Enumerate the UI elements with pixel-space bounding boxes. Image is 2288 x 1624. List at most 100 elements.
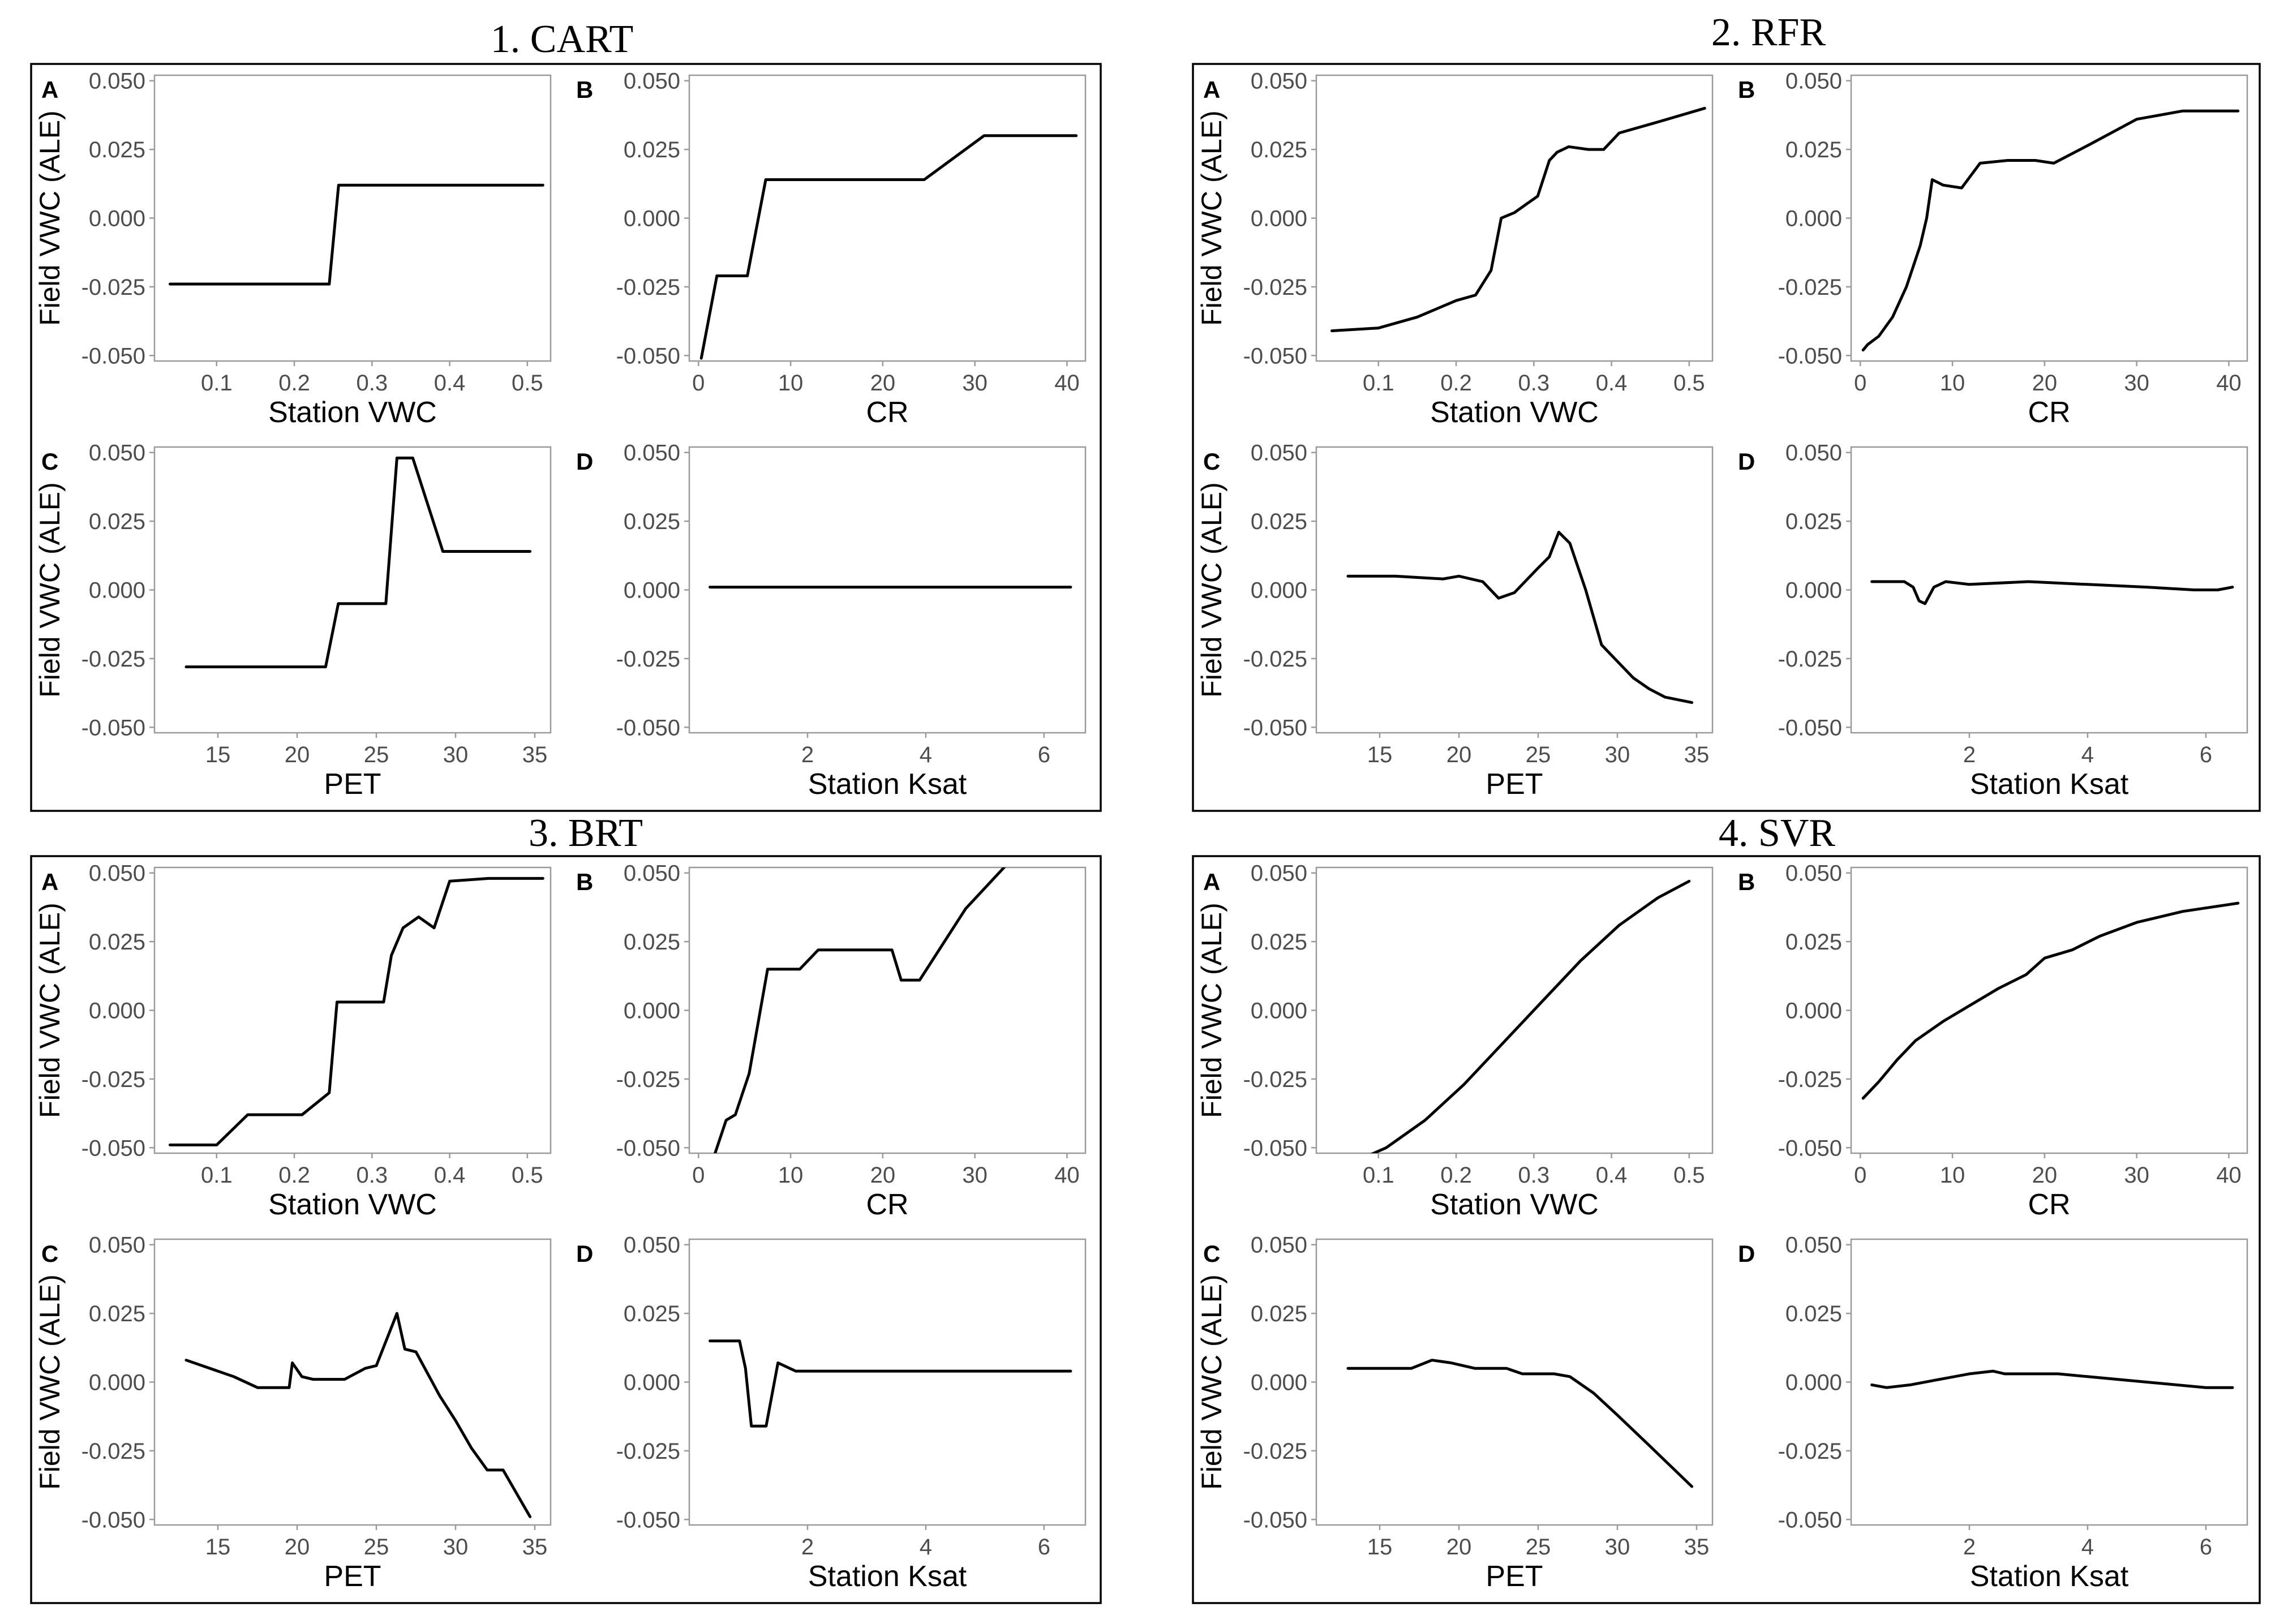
x-axis-label: CR (866, 396, 908, 429)
y-tick-label: -0.050 (616, 715, 680, 740)
y-tick-label: 0.025 (624, 1301, 680, 1326)
y-tick-label: 0.000 (624, 578, 680, 603)
panel-a: A 0.050 0.025 0.000 -0.025 -0.050 0.1 0.2 0.3 0.4… (34, 861, 552, 1221)
panel-label: A (41, 76, 58, 103)
x-tick-label: 20 (870, 371, 896, 396)
x-tick-label: 4 (2081, 1535, 2094, 1559)
x-tick-label: 40 (2216, 371, 2242, 396)
x-tick-label: 30 (962, 1163, 988, 1188)
x-tick-label: 10 (1940, 371, 1965, 396)
x-tick-label: 35 (522, 742, 548, 767)
panel-a: A 0.050 0.025 0.000 -0.025 -0.050 0.1 0.2 0.3 0.4… (1196, 69, 1714, 429)
x-tick-label: 30 (1605, 742, 1630, 767)
y-axis-label: Field VWC (ALE) (34, 110, 66, 326)
y-tick-label: 0.050 (1785, 441, 1842, 466)
y-tick-label: -0.025 (81, 1439, 145, 1464)
y-axis-label: Field VWC (ALE) (34, 903, 66, 1118)
panel-b: B 0.050 0.025 0.000 -0.025 -0.050 0 10 20 30 40 CR (576, 861, 1087, 1221)
plot-area (1850, 1238, 2248, 1526)
panel-label: B (576, 76, 593, 103)
x-tick-label: 0.5 (1673, 371, 1705, 396)
plot-area (1315, 74, 1714, 362)
y-tick-label: 0.025 (1785, 930, 1842, 955)
panel-label: A (1203, 869, 1220, 895)
x-tick-label: 30 (2124, 371, 2149, 396)
y-tick-label: -0.025 (81, 275, 145, 300)
x-axis-label: CR (2028, 396, 2070, 429)
panel-label: B (576, 869, 593, 895)
plot-area (1315, 446, 1714, 734)
x-tick-label: 15 (1367, 742, 1393, 767)
x-tick-label: 2 (801, 742, 814, 767)
y-tick-label: 0.025 (1251, 509, 1307, 534)
y-tick-label: 0.000 (1785, 999, 1842, 1024)
x-tick-label: 0.3 (1518, 1163, 1550, 1188)
x-tick-label: 0.1 (201, 371, 233, 396)
y-tick-label: -0.050 (1778, 343, 1842, 368)
panel-label: C (1203, 1240, 1220, 1267)
group-title: 1. CART (491, 18, 634, 61)
x-tick-label: 6 (2200, 1535, 2212, 1559)
y-tick-label: 0.050 (624, 441, 680, 466)
y-axis-label: Field VWC (ALE) (1196, 482, 1227, 698)
x-axis-label: PET (1486, 1560, 1543, 1593)
panel-label: D (1738, 448, 1755, 475)
y-axis-label: Field VWC (ALE) (34, 1274, 66, 1490)
panel-label: A (41, 869, 58, 895)
x-axis-label: CR (2028, 1188, 2070, 1221)
y-tick-label: 0.050 (1785, 1233, 1842, 1258)
y-tick-label: 0.000 (1785, 578, 1842, 603)
group-title: 3. BRT (529, 811, 643, 855)
y-tick-label: -0.050 (1243, 715, 1307, 740)
x-tick-label: 0.4 (1596, 371, 1628, 396)
ale-series-line (1861, 109, 2240, 352)
plot-area (1850, 866, 2248, 1154)
y-tick-label: 0.025 (1251, 1301, 1307, 1326)
y-axis-label: Field VWC (ALE) (34, 482, 66, 698)
plot-area (153, 866, 552, 1154)
y-tick-label: 0.000 (89, 207, 145, 231)
x-tick-label: 0.2 (278, 1163, 310, 1188)
x-tick-label: 6 (2200, 742, 2212, 767)
y-axis-label: Field VWC (ALE) (1196, 110, 1227, 326)
y-tick-label: 0.050 (1251, 1233, 1307, 1258)
y-tick-label: 0.025 (1251, 930, 1307, 955)
y-tick-label: 0.000 (1785, 207, 1842, 231)
y-tick-label: 0.000 (89, 578, 145, 603)
x-tick-label: 6 (1038, 742, 1050, 767)
x-tick-label: 0.5 (1673, 1163, 1705, 1188)
panel-c: C 0.050 0.025 0.000 -0.025 -0.050 15 20 25 30 35 PE… (34, 1233, 552, 1593)
y-tick-label: 0.000 (624, 1370, 680, 1395)
y-tick-label: 0.000 (624, 999, 680, 1024)
ale-series-line (1346, 531, 1694, 704)
ale-series-line (169, 183, 544, 286)
x-tick-label: 35 (522, 1535, 548, 1559)
x-tick-label: 30 (1605, 1535, 1630, 1559)
x-tick-label: 0.1 (1363, 1163, 1394, 1188)
x-tick-label: 0 (692, 1163, 705, 1188)
y-tick-label: 0.050 (1251, 861, 1307, 886)
x-axis-label: PET (324, 1560, 381, 1593)
x-tick-label: 25 (1526, 742, 1551, 767)
x-axis-label: Station VWC (268, 396, 437, 429)
group-frame (1192, 855, 2261, 1604)
y-tick-label: 0.000 (1251, 999, 1307, 1024)
y-tick-label: -0.050 (616, 1136, 680, 1161)
y-tick-label: -0.025 (81, 1067, 145, 1092)
plot-area (1315, 866, 1714, 1154)
y-tick-label: 0.050 (624, 69, 680, 94)
x-axis-label: Station Ksat (1970, 768, 2129, 801)
x-tick-label: 20 (2032, 1163, 2058, 1188)
x-tick-label: 15 (205, 742, 231, 767)
x-axis-label: CR (866, 1188, 908, 1221)
x-tick-label: 35 (1684, 742, 1710, 767)
x-tick-label: 0.4 (434, 1163, 466, 1188)
panel-c: C 0.050 0.025 0.000 -0.025 -0.050 15 20 25 30 35 PE… (1196, 441, 1714, 801)
y-tick-label: 0.050 (89, 69, 145, 94)
x-tick-label: 0.3 (357, 371, 388, 396)
y-tick-label: -0.025 (1243, 1439, 1307, 1464)
x-tick-label: 2 (801, 1535, 814, 1559)
plot-area (153, 1238, 552, 1526)
y-tick-label: -0.025 (1243, 275, 1307, 300)
